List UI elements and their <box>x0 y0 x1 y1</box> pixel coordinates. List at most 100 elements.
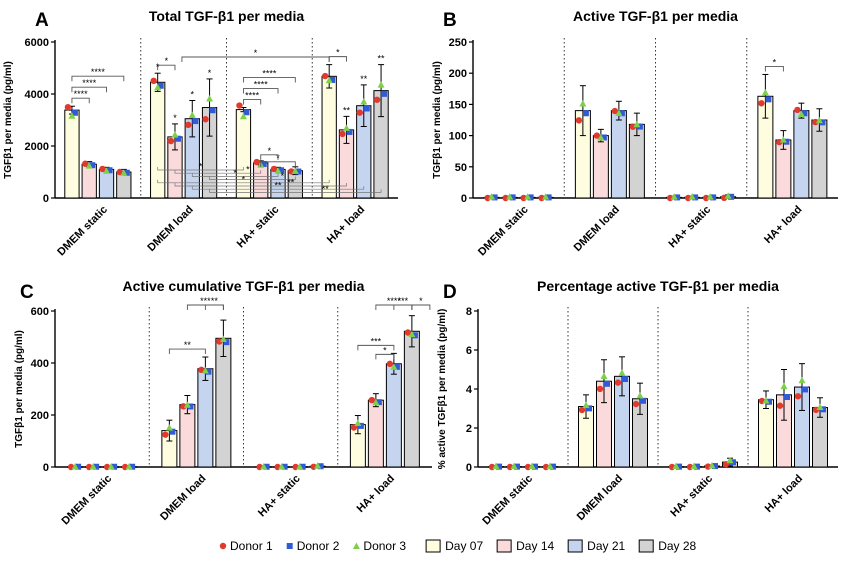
panel-b-donor-point <box>776 138 783 146</box>
panel-b-donor-point <box>670 193 678 200</box>
panel-a-donor-point <box>116 168 124 176</box>
panel-a-donor-point <box>329 76 336 83</box>
panel-a-significance-label: * <box>268 146 272 156</box>
panel-a-donor-point <box>123 169 130 176</box>
panel-d-letter: D <box>443 282 457 303</box>
panel-b-donor-point <box>545 194 552 201</box>
panel-c-category-label: DMEM static <box>60 473 115 528</box>
panel-a-donor-point <box>103 167 111 174</box>
panel-a-category-label: DMEM static <box>55 204 110 259</box>
panel-d-donor-point <box>618 369 626 376</box>
panel-b-donor-point <box>491 194 498 201</box>
panel-c-donor-point <box>219 335 227 342</box>
panel-a-category-label: DMEM load <box>145 204 195 254</box>
panel-a-donor-point <box>278 167 285 174</box>
panel-c-bar <box>215 337 232 468</box>
panel-b-donor-point <box>710 194 717 201</box>
panel-a-bar <box>321 75 337 199</box>
panel-a-donor-point <box>202 116 209 123</box>
panel-d-donor-point <box>672 462 680 470</box>
panel-a-donor-point <box>321 72 329 80</box>
panel-b-category-label: DMEM load <box>572 204 622 254</box>
panel-a-significance-bracket <box>242 77 296 83</box>
panel-c-donor-point <box>317 463 324 470</box>
panel-d-category-label: HA+ static <box>668 473 715 520</box>
panel-b-donor-point <box>801 110 808 117</box>
panel-a-donor-point <box>373 96 381 103</box>
panel-a-cross-top-bracket <box>181 56 330 62</box>
panel-c-donor-point <box>180 403 187 410</box>
panel-a-cross-bracket <box>209 176 296 180</box>
panel-c-donor-point <box>201 367 209 374</box>
panel-c-significance-bracket <box>168 348 206 355</box>
panel-c-bar <box>367 399 384 468</box>
panel-b-donor-point <box>542 193 550 200</box>
panel-a-total-tgf: A Total TGF-β1 per media 0 2000 4000 6000 TGFβ… <box>3 8 398 258</box>
panel-b-active-tgf: B Active TGF-β1 per media 0 50 100 150 200 250 T… <box>432 8 838 258</box>
panel-b-category-label: HA+ load <box>762 204 804 246</box>
panel-d-donor-point <box>776 402 784 409</box>
panel-a-cross-bracket <box>174 170 262 174</box>
panel-a-donor-point <box>363 105 370 112</box>
panel-c-donor-point <box>386 360 394 368</box>
panel-a-donor-point <box>171 131 179 138</box>
panel-a-cross-significance-label: * <box>281 171 285 181</box>
panel-a-y-axis-label: TGFβ1 per media (pg/ml) <box>3 61 14 179</box>
panel-b-donor-point <box>579 100 587 107</box>
panel-b-donor-point <box>779 136 787 143</box>
panel-a-significance-label: **** <box>262 69 277 79</box>
panel-a-donor-point <box>150 77 157 85</box>
panel-d-donor-point <box>632 400 640 408</box>
panel-c-donor-point <box>411 332 418 339</box>
legend-marker-donor-3 <box>352 542 360 549</box>
panel-b-y-tick-label: 250 <box>449 37 467 49</box>
panel-c-donor-point <box>372 398 380 406</box>
legend-label: Donor 2 <box>297 539 340 553</box>
panel-c-donor-point <box>216 338 223 345</box>
panel-b-y-tick-label: 200 <box>449 68 467 80</box>
panel-c-donor-point <box>408 330 416 338</box>
panel-b-donor-point <box>524 193 532 200</box>
panel-b-donor-point <box>629 123 637 130</box>
panel-b-donor-point <box>794 106 801 114</box>
panel-c-significance-label: * <box>383 345 387 355</box>
panel-a-donor-point <box>99 165 106 173</box>
panel-a-donor-point <box>154 83 162 91</box>
panel-a-donor-point <box>339 130 346 138</box>
panel-b-donor-point <box>812 118 819 126</box>
panel-c-donor-point <box>393 363 400 370</box>
panel-a-donor-point <box>89 162 96 169</box>
panel-b-donor-point <box>593 132 601 139</box>
panel-b-bar <box>793 110 810 199</box>
panel-b-donor-point <box>674 194 681 201</box>
panel-c-significance-label: *** <box>200 296 211 306</box>
panel-c-title: Active cumulative TGF-β1 per media <box>123 278 365 294</box>
panel-a-title: Total TGF-β1 per media <box>149 8 305 24</box>
panel-c-donor-point <box>404 329 412 336</box>
panel-b-donor-point <box>765 96 772 103</box>
panel-b-bar <box>592 135 609 199</box>
panel-a-cross-bracket <box>157 167 244 171</box>
panel-c-donor-point <box>187 403 194 410</box>
panel-d-donor-point <box>600 372 608 380</box>
panel-a-significance-bracket <box>242 99 262 105</box>
panel-a-donor-point <box>157 82 164 89</box>
panel-a-category-label: HA+ load <box>325 204 367 246</box>
panel-d-title: Percentage active TGF-β1 per media <box>537 278 779 294</box>
panel-c-donor-point <box>368 396 376 404</box>
panel-c-significance-label: *** <box>398 296 409 306</box>
panel-a-significance-label: **** <box>245 91 260 101</box>
panel-a-bar-significance-label: ** <box>343 105 351 115</box>
panel-c-donor-point <box>169 428 176 435</box>
panel-b-donor-point <box>506 193 514 200</box>
panel-c-significance-bracket <box>357 344 395 351</box>
panel-b-donor-point <box>618 110 625 117</box>
panel-a-bar <box>116 171 132 199</box>
panel-d-donor-point <box>622 376 628 383</box>
panel-a-bar <box>64 109 80 199</box>
panel-d-donor-point <box>578 406 586 414</box>
panel-c-donor-point <box>125 462 133 470</box>
panel-d-donor-point <box>762 397 770 404</box>
panel-b-donor-point <box>488 193 496 200</box>
panel-d-donor-point <box>546 462 554 470</box>
